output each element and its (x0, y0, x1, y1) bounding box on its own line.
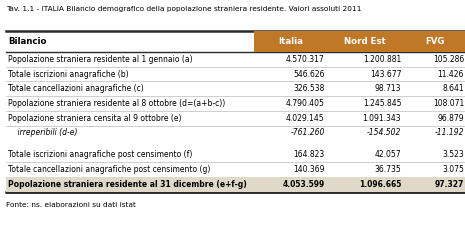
Text: Totale iscrizioni anagrafiche post censimento (f): Totale iscrizioni anagrafiche post censi… (8, 150, 193, 159)
Text: 36.735: 36.735 (374, 165, 401, 174)
Text: 108.071: 108.071 (433, 99, 464, 108)
Text: Nord Est: Nord Est (344, 37, 385, 46)
Text: 164.823: 164.823 (293, 150, 325, 159)
Text: Totale cancellazioni anagrafiche (c): Totale cancellazioni anagrafiche (c) (8, 84, 144, 93)
Text: 8.641: 8.641 (442, 84, 464, 93)
Text: 546.626: 546.626 (293, 70, 325, 79)
Text: 140.369: 140.369 (293, 165, 325, 174)
Text: Italia: Italia (278, 37, 303, 46)
Text: Popolazione straniera residente al 31 dicembre (e+f-g): Popolazione straniera residente al 31 di… (8, 180, 247, 189)
Text: 1.245.845: 1.245.845 (363, 99, 401, 108)
Text: Totale iscrizioni anagrafiche (b): Totale iscrizioni anagrafiche (b) (8, 70, 129, 79)
Text: 98.713: 98.713 (375, 84, 401, 93)
Text: 97.327: 97.327 (435, 180, 464, 189)
Text: 105.286: 105.286 (433, 55, 464, 64)
Text: 3.523: 3.523 (442, 150, 464, 159)
Text: Totale cancellazioni anagrafiche post censimento (g): Totale cancellazioni anagrafiche post ce… (8, 165, 211, 174)
Text: 4.053.599: 4.053.599 (282, 180, 325, 189)
Text: Popolazione straniera residente al 1 gennaio (a): Popolazione straniera residente al 1 gen… (8, 55, 193, 64)
Text: 42.057: 42.057 (375, 150, 401, 159)
Text: 1.091.343: 1.091.343 (363, 114, 401, 123)
Text: 96.879: 96.879 (438, 114, 464, 123)
Text: Tav. 1.1 - ITALIA Bilancio demografico della popolazione straniera residente. Va: Tav. 1.1 - ITALIA Bilancio demografico d… (6, 6, 361, 12)
Text: 326.538: 326.538 (293, 84, 325, 93)
Text: 1.200.881: 1.200.881 (363, 55, 401, 64)
Text: Popolazione straniera censita al 9 ottobre (e): Popolazione straniera censita al 9 ottob… (8, 114, 182, 123)
Text: 4.029.145: 4.029.145 (286, 114, 325, 123)
Text: 143.677: 143.677 (370, 70, 401, 79)
Text: FVG: FVG (425, 37, 444, 46)
Text: Fonte: ns. elaborazioni su dati Istat: Fonte: ns. elaborazioni su dati Istat (6, 202, 135, 208)
Text: 4.790.405: 4.790.405 (286, 99, 325, 108)
Text: -761.260: -761.260 (290, 128, 325, 137)
Text: -154.502: -154.502 (367, 128, 401, 137)
Text: 4.570.317: 4.570.317 (286, 55, 325, 64)
Text: Bilancio: Bilancio (8, 37, 47, 46)
Text: -11.192: -11.192 (435, 128, 464, 137)
Text: 1.096.665: 1.096.665 (359, 180, 401, 189)
Text: irreperibili (d-e): irreperibili (d-e) (8, 128, 78, 137)
Text: 11.426: 11.426 (438, 70, 464, 79)
Text: Popolazione straniera residente al 8 ottobre (d=(a+b-c)): Popolazione straniera residente al 8 ott… (8, 99, 226, 108)
Text: 3.075: 3.075 (442, 165, 464, 174)
